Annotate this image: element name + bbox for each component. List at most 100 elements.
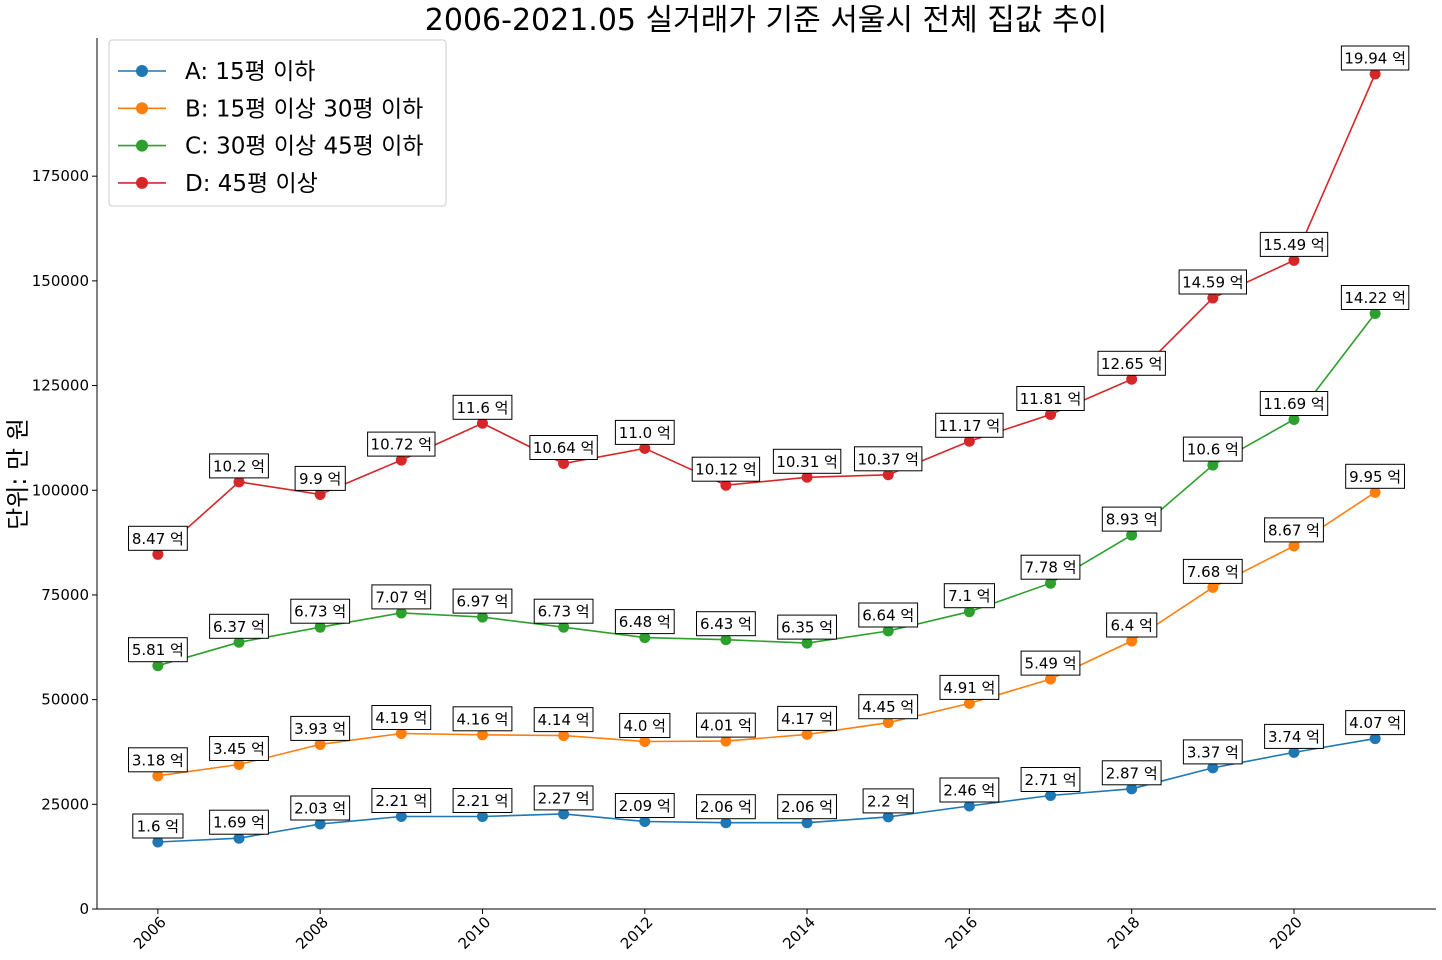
data-point-3-7 xyxy=(720,479,732,491)
data-label-box xyxy=(1101,506,1162,532)
y-tick-label: 0 xyxy=(79,900,89,918)
data-label-box xyxy=(1182,739,1243,765)
data-label-box xyxy=(290,795,351,821)
series-line-2 xyxy=(157,313,1376,667)
data-label: 5.81 억 xyxy=(132,641,184,659)
data-label: 3.18 억 xyxy=(132,751,184,769)
data-point-2-4 xyxy=(476,611,488,623)
data-label: 14.59 억 xyxy=(1182,274,1244,292)
data-point-2-11 xyxy=(1045,577,1057,589)
data-label: 6.37 억 xyxy=(213,618,265,636)
data-label: 4.16 억 xyxy=(456,710,508,728)
data-label: 4.19 억 xyxy=(375,709,427,727)
data-point-0-10 xyxy=(963,800,975,812)
data-point-3-2 xyxy=(314,488,326,500)
data-label-box xyxy=(128,637,188,663)
data-point-3-4 xyxy=(476,417,488,429)
data-point-1-2 xyxy=(314,738,326,750)
data-label: 8.67 억 xyxy=(1268,521,1320,539)
data-point-3-3 xyxy=(395,454,407,466)
data-label-box xyxy=(1264,723,1324,749)
x-tick-label: 2008 xyxy=(292,913,332,953)
data-label-box xyxy=(1101,760,1162,786)
data-point-2-9 xyxy=(882,625,894,637)
x-tick-label: 2014 xyxy=(779,913,819,953)
data-label: 10.12 억 xyxy=(695,461,757,479)
data-point-1-10 xyxy=(963,697,975,709)
legend-label: B: 15평 이상 30평 이하 xyxy=(185,96,423,122)
data-label-box xyxy=(614,793,675,818)
data-label: 2.21 억 xyxy=(375,792,427,810)
data-label-box xyxy=(1259,231,1329,257)
data-point-0-6 xyxy=(639,815,651,827)
data-point-3-9 xyxy=(882,469,894,481)
data-point-1-12 xyxy=(1126,635,1138,647)
data-label-box xyxy=(939,777,1000,803)
data-labels-2: 5.81 억 6.37 억 6.73 억 7.07 억 6.97 억 6.73 억 6.48… xyxy=(128,285,1410,663)
data-label-box xyxy=(128,747,188,773)
data-point-0-5 xyxy=(558,808,570,820)
legend-marker xyxy=(136,65,148,77)
data-label-box xyxy=(294,465,346,491)
data-label-box xyxy=(452,588,513,614)
data-point-2-1 xyxy=(233,636,245,648)
y-tick-label: 175000 xyxy=(32,167,89,185)
data-label-box xyxy=(132,813,184,839)
data-label: 4.17 억 xyxy=(781,710,833,728)
data-point-3-5 xyxy=(558,457,570,469)
plot-area: 1.6 억 1.69 억 2.03 억 2.21 억 2.21 억 2.27 억 2.09 … xyxy=(128,45,1410,848)
data-label: 2.87 억 xyxy=(1106,764,1158,782)
series-0 xyxy=(152,733,1381,848)
data-label: 10.31 억 xyxy=(776,453,838,471)
data-point-0-1 xyxy=(233,832,245,844)
data-label: 2.06 억 xyxy=(781,798,833,816)
legend-label: C: 30평 이상 45평 이하 xyxy=(185,134,424,160)
data-label: 2.21 억 xyxy=(456,792,508,810)
data-label: 6.4 억 xyxy=(1110,617,1152,635)
data-point-0-8 xyxy=(801,817,813,829)
data-point-3-14 xyxy=(1288,254,1300,266)
data-point-3-0 xyxy=(152,548,164,560)
data-point-0-7 xyxy=(720,817,732,829)
data-label-box xyxy=(290,715,351,741)
data-label-box xyxy=(1340,285,1410,310)
data-label: 11.81 억 xyxy=(1020,390,1082,408)
data-label: 2.03 억 xyxy=(294,799,346,817)
data-label-box xyxy=(619,713,671,738)
data-label: 10.64 억 xyxy=(533,439,595,457)
data-label-box xyxy=(1178,269,1247,295)
data-point-1-6 xyxy=(639,736,651,747)
x-tick-label: 2016 xyxy=(941,913,981,953)
data-label-box xyxy=(696,794,756,820)
data-label: 9.9 억 xyxy=(299,470,341,488)
data-point-2-6 xyxy=(639,632,651,644)
data-point-2-8 xyxy=(801,637,813,649)
data-labels-0: 1.6 억 1.69 억 2.03 억 2.21 억 2.21 억 2.27 억 2.09 … xyxy=(132,710,1405,839)
data-label: 11.69 억 xyxy=(1263,395,1325,413)
data-label-box xyxy=(367,431,436,457)
data-label: 4.01 억 xyxy=(700,717,752,735)
legend-marker xyxy=(136,176,148,189)
data-point-1-9 xyxy=(882,717,894,729)
y-tick-label: 125000 xyxy=(32,377,89,395)
data-label: 1.69 억 xyxy=(213,814,265,832)
data-label-box xyxy=(1020,650,1081,676)
data-label: 4.0 억 xyxy=(624,717,666,735)
data-label: 2.71 억 xyxy=(1025,771,1077,789)
data-label-box xyxy=(691,456,761,482)
data-label: 1.6 억 xyxy=(137,818,179,836)
data-point-0-4 xyxy=(476,810,488,822)
data-label-box xyxy=(943,583,995,609)
data-label-box xyxy=(1097,350,1166,376)
data-label: 7.1 억 xyxy=(948,587,990,605)
data-label: 7.07 억 xyxy=(375,588,427,606)
data-label-box xyxy=(371,788,432,813)
data-point-1-11 xyxy=(1045,673,1057,685)
series-3 xyxy=(152,68,1381,560)
data-label: 2.2 억 xyxy=(867,792,909,810)
data-point-2-15 xyxy=(1369,308,1381,320)
data-label-box xyxy=(1020,554,1081,580)
data-label-box xyxy=(1345,710,1405,736)
data-label: 2.09 억 xyxy=(619,797,671,815)
